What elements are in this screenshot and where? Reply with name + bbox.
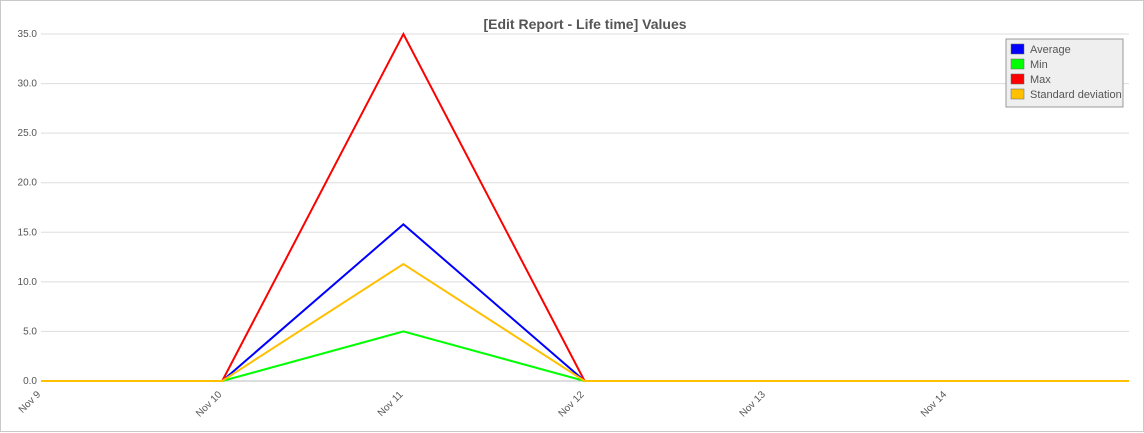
x-tick-label: Nov 11 bbox=[376, 389, 406, 419]
series-lines bbox=[41, 31, 1129, 382]
legend-label: Standard deviation bbox=[1030, 89, 1122, 101]
y-tick-label: 0.0 bbox=[23, 376, 37, 387]
legend-swatch bbox=[1010, 88, 1025, 100]
legend-label: Min bbox=[1030, 59, 1048, 71]
y-tick-label: 15.0 bbox=[18, 227, 38, 238]
y-tick-label: 20.0 bbox=[18, 178, 38, 189]
y-tick-label: 25.0 bbox=[18, 128, 38, 139]
legend-label: Average bbox=[1030, 44, 1071, 56]
y-tick-label: 35.0 bbox=[18, 29, 38, 40]
series-line-average bbox=[41, 223, 1129, 382]
legend-box bbox=[1005, 38, 1124, 108]
y-axis-ticks: 0.0 5.0 10.0 15.0 20.0 25.0 30.0 35.0 bbox=[18, 29, 38, 387]
chart-legend: Average Min Max Standard deviation bbox=[1005, 38, 1124, 108]
y-tick-label: 5.0 bbox=[23, 326, 37, 337]
x-tick-label: Nov 10 bbox=[194, 389, 224, 419]
chart-title: [Edit Report - Life time] Values bbox=[483, 16, 686, 32]
x-tick-label: Nov 14 bbox=[919, 389, 949, 419]
legend-swatch bbox=[1010, 43, 1025, 55]
grid-lines bbox=[41, 33, 1129, 382]
x-axis-ticks: Nov 9 Nov 10 Nov 11 Nov 12 Nov 13 Nov 14 bbox=[17, 389, 950, 419]
y-tick-label: 10.0 bbox=[18, 277, 38, 288]
legend-swatch bbox=[1010, 58, 1025, 70]
series-line-max bbox=[41, 31, 1129, 382]
legend-label: Max bbox=[1030, 74, 1051, 86]
series-line-standard-deviation bbox=[41, 262, 1129, 382]
x-tick-label: Nov 13 bbox=[738, 389, 768, 419]
x-tick-label: Nov 9 bbox=[17, 389, 44, 416]
x-tick-label: Nov 12 bbox=[557, 389, 587, 419]
legend-swatch bbox=[1010, 73, 1025, 85]
series-line-min bbox=[41, 330, 1129, 382]
y-tick-label: 30.0 bbox=[18, 79, 38, 90]
